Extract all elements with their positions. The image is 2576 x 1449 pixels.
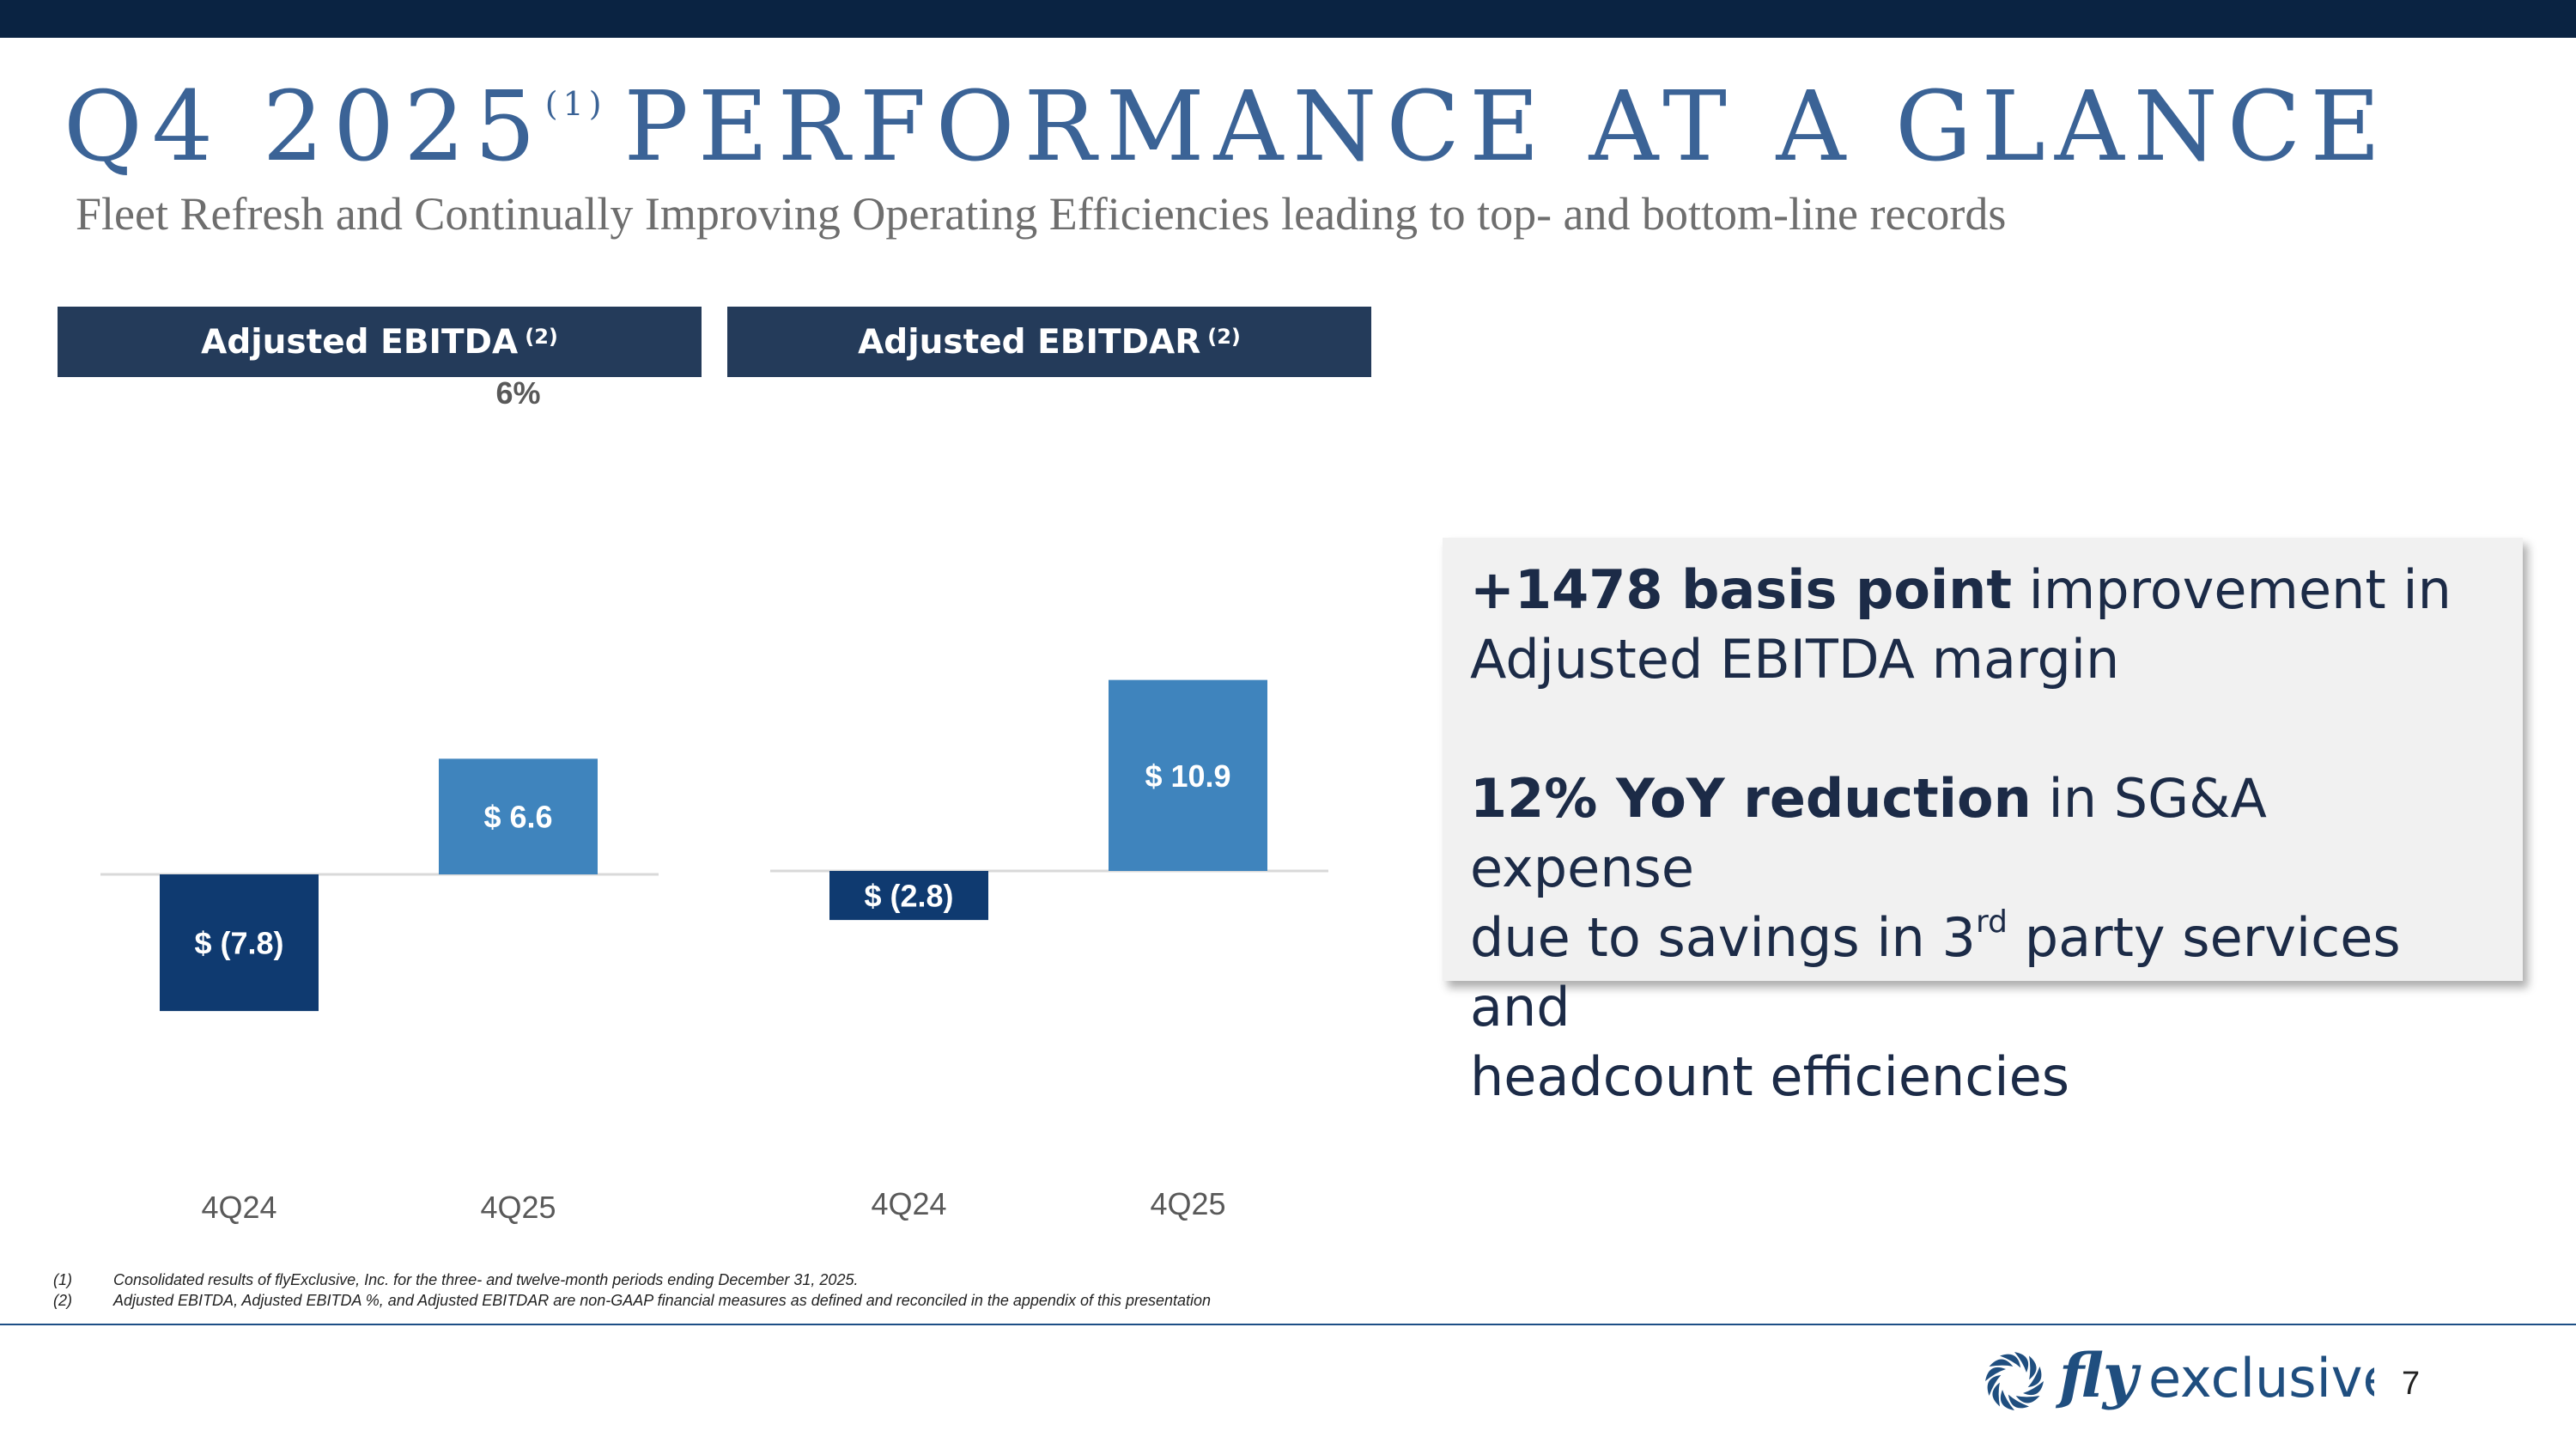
top-bar [0,0,2576,38]
ebitda-chart-title: Adjusted EBITDA [201,322,519,362]
callout-line-4: due to savings in 3rd party services and [1470,904,2401,1038]
title-main: Q4 2025 [64,71,545,183]
ebitda-margin-annotation: 6% [495,375,540,411]
callout-line-3: 12% YoY reduction in SG&A expense [1470,767,2267,899]
ebitdar-category-label-4q25: 4Q25 [1150,1186,1225,1221]
callout-bps-highlight: +1478 basis point [1470,558,2012,621]
title-footnote-ref: (1) [544,84,607,123]
ebitdar-category-label-4q24: 4Q24 [871,1186,946,1221]
propeller-icon [1985,1352,2044,1410]
highlights-callout: +1478 basis point improvement in Adjuste… [1443,538,2523,1108]
footnotes: (1) Consolidated results of flyExclusive,… [53,1269,1211,1311]
callout-line-2: Adjusted EBITDA margin [1470,628,2120,691]
ebitdar-chart-header: Adjusted EBITDAR (2) [727,307,1371,377]
title-rest: PERFORMANCE AT A GLANCE [623,71,2391,183]
footer-divider [0,1324,2576,1325]
page-number: 7 [2402,1366,2421,1402]
callout-sga-highlight: 12% YoY reduction [1470,767,2032,830]
ebitda-value-label-4q24: $ (7.8) [194,926,283,961]
ebitda-category-label-4q24: 4Q24 [201,1190,276,1225]
footnote-2: (2) Adjusted EBITDA, Adjusted EBITDA %, a… [53,1292,1212,1309]
ebitda-category-label-4q25: 4Q25 [480,1190,556,1225]
ebitdar-chart-title: Adjusted EBITDAR [858,322,1201,362]
logo-fly: fly [2055,1340,2142,1411]
bar-charts: $ (7.8) 4Q24 $ 6.6 4Q25 6% $ (2.8) 4Q24 $ 10.9 4… [100,375,1328,1225]
ebitda-chart-header: Adjusted EBITDA (2) [58,307,702,377]
ebitda-value-label-4q25: $ 6.6 [483,800,552,835]
callout-line-1: +1478 basis point improvement in [1470,558,2451,621]
flyexclusive-logo: fly exclusive [1985,1340,2374,1411]
callout-line-5: headcount efficiencies [1470,1045,2070,1108]
ebitdar-bar-4q24 [829,871,988,921]
ebitdar-bar-4q25 [1109,679,1267,871]
ebitdar-chart-footnote-ref: (2) [1207,325,1241,349]
logo-exclusive: exclusive [2148,1347,2374,1409]
ebitda-bar-4q24 [160,874,319,1012]
ebitda-chart-footnote-ref: (2) [525,325,558,349]
page-title: Q4 2025(1) PERFORMANCE AT A GLANCE [64,79,2390,175]
page-subtitle: Fleet Refresh and Continually Improving … [76,188,2007,240]
footnote-1: (1) Consolidated results of flyExclusive,… [53,1271,859,1288]
ebitdar-value-label-4q25: $ 10.9 [1145,758,1230,794]
ebitdar-value-label-4q24: $ (2.8) [864,879,953,914]
ebitda-bar-4q25 [439,758,598,874]
